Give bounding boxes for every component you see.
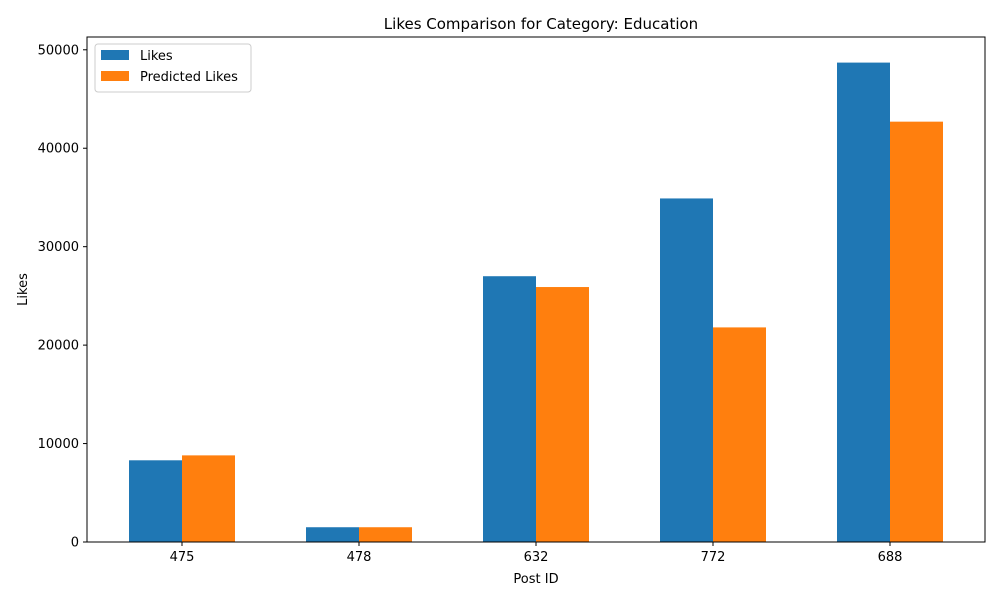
y-tick-label: 0 (71, 536, 79, 551)
y-axis-ticks: 0 10000 20000 30000 40000 50000 (38, 43, 87, 551)
bar-likes-475 (129, 460, 182, 542)
legend-swatch-predicted-likes (101, 71, 129, 81)
y-tick-label: 40000 (38, 142, 79, 157)
bar-predicted-likes-688 (890, 121, 943, 542)
x-tick-label: 772 (701, 550, 726, 565)
x-axis-label: Post ID (513, 572, 558, 587)
legend-label-predicted-likes: Predicted Likes (140, 70, 238, 85)
y-tick-label: 50000 (38, 43, 79, 58)
bar-likes-772 (660, 198, 713, 542)
plot-frame (86, 36, 986, 543)
x-axis-ticks: 475 478 632 772 688 (170, 542, 903, 565)
bar-predicted-likes-478 (359, 527, 412, 542)
y-tick-label: 10000 (38, 437, 79, 452)
bar-likes-632 (483, 276, 536, 542)
y-tick-label: 30000 (38, 240, 79, 255)
bars-layer (129, 62, 943, 542)
chart-title: Likes Comparison for Category: Education (384, 15, 698, 33)
bar-likes-688 (837, 62, 890, 542)
y-tick-label: 20000 (38, 339, 79, 354)
bar-likes-478 (306, 527, 359, 542)
legend: Likes Predicted Likes (94, 43, 252, 93)
legend-swatch-likes (101, 50, 129, 60)
x-tick-label: 475 (170, 550, 195, 565)
x-tick-label: 478 (347, 550, 372, 565)
bar-predicted-likes-632 (536, 287, 589, 542)
x-tick-label: 632 (524, 550, 549, 565)
bar-predicted-likes-772 (713, 327, 766, 542)
y-axis-label: Likes (16, 273, 31, 306)
bar-predicted-likes-475 (182, 455, 235, 542)
legend-label-likes: Likes (140, 49, 173, 64)
x-tick-label: 688 (878, 550, 903, 565)
legend-box (94, 43, 252, 93)
